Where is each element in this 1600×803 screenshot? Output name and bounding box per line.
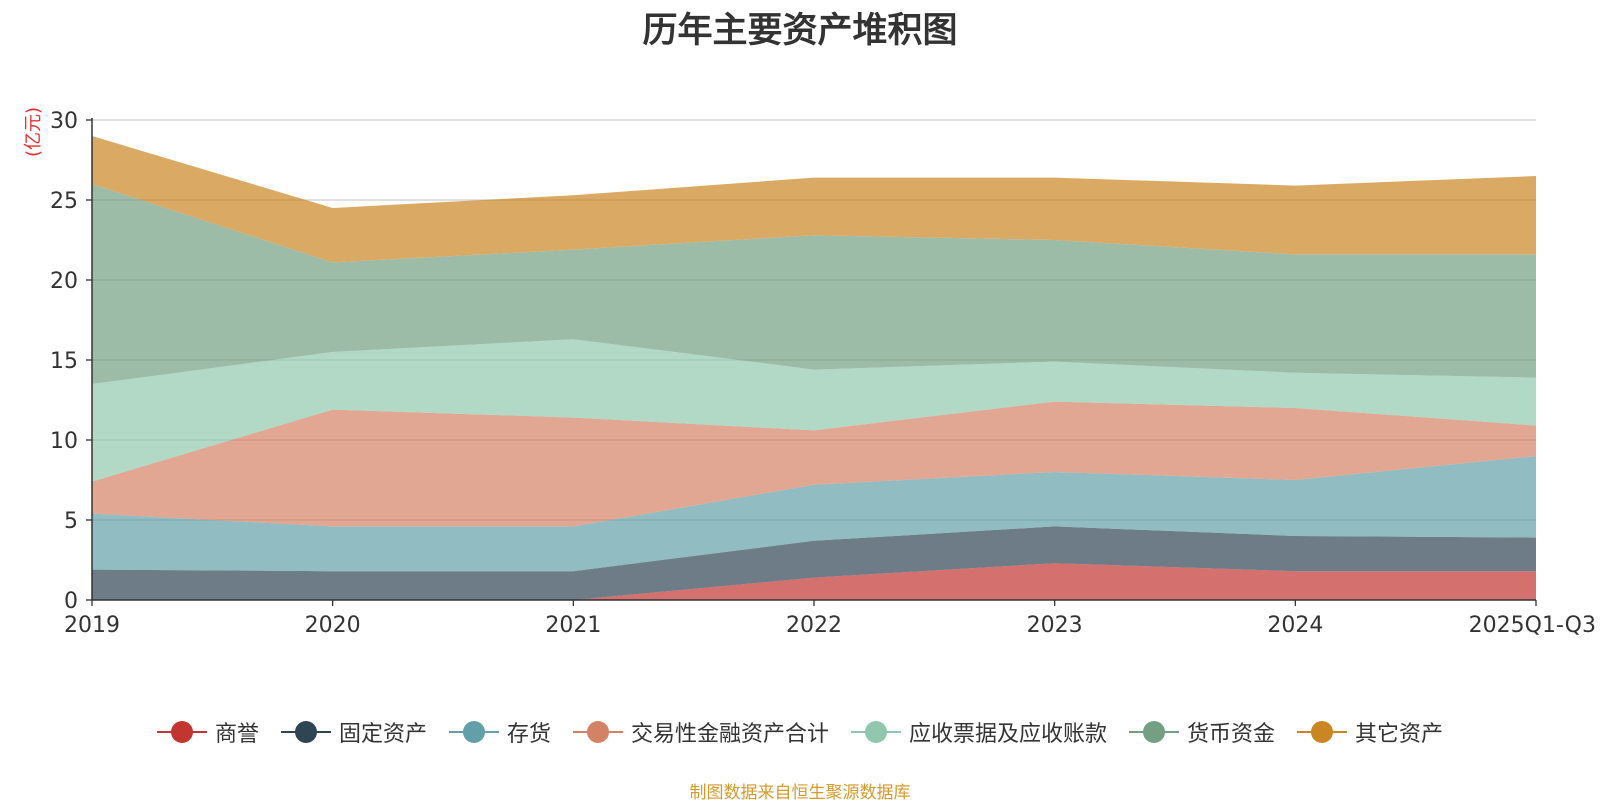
area-series-1 <box>92 526 1536 600</box>
legend-item-6[interactable]: 其它资产 <box>1297 716 1443 748</box>
legend-marker-icon <box>280 721 331 743</box>
legend-item-2[interactable]: 存货 <box>448 716 551 748</box>
legend-item-4[interactable]: 应收票据及应收账款 <box>851 716 1107 748</box>
legend-marker-icon <box>1129 721 1180 743</box>
legend-label: 商誉 <box>214 722 259 747</box>
x-tick-label-6: 2025Q1-Q3 <box>1469 613 1596 638</box>
y-tick-label-15: 15 <box>50 349 78 374</box>
area-series-4 <box>92 339 1536 482</box>
legend-label: 其它资产 <box>1355 722 1444 747</box>
y-tick-label-5: 5 <box>64 509 78 534</box>
y-tick-label-10: 10 <box>50 429 78 454</box>
area-series-3 <box>92 401 1536 527</box>
legend-label: 固定资产 <box>338 722 427 747</box>
legend-marker-icon <box>448 721 499 743</box>
legend-marker-icon <box>572 721 623 743</box>
x-tick-label-4: 2023 <box>1027 613 1083 638</box>
area-series-0 <box>92 563 1536 600</box>
x-tick-label-3: 2022 <box>786 613 842 638</box>
area-series-5 <box>92 184 1536 384</box>
y-tick-label-20: 20 <box>50 269 78 294</box>
x-tick-label-2: 2021 <box>545 613 601 638</box>
y-tick-label-0: 0 <box>64 589 78 614</box>
x-tick-label-0: 2019 <box>64 613 120 638</box>
legend-item-1[interactable]: 固定资产 <box>280 716 427 748</box>
legend-marker-icon <box>851 721 901 743</box>
legend-marker-icon <box>156 721 207 743</box>
legend-label: 应收票据及应收账款 <box>909 722 1108 747</box>
axis-layer: 0 5 10 15 20 25 30 2019 2020 2021 2022 2023 2024 2025… <box>50 109 1596 638</box>
y-tick-label-25: 25 <box>50 189 78 214</box>
x-tick-label-5: 2024 <box>1267 613 1323 638</box>
chart-title: 历年主要资产堆积图 <box>642 11 958 51</box>
source-note: 制图数据来自恒生聚源数据库 <box>689 783 911 803</box>
legend-item-3[interactable]: 交易性金融资产合计 <box>572 716 829 748</box>
area-layer <box>92 136 1536 600</box>
legend-label: 货币资金 <box>1187 722 1276 747</box>
legend: 商誉 固定资产 存货 交易性金融资产合计 应收票据及应收账款 货币资金 其它资产 <box>0 716 1600 748</box>
legend-marker-icon <box>1297 721 1348 743</box>
area-series-2 <box>92 456 1536 572</box>
legend-label: 存货 <box>506 722 551 747</box>
x-tick-label-1: 2020 <box>305 613 361 638</box>
legend-item-5[interactable]: 货币资金 <box>1129 716 1275 748</box>
legend-label: 交易性金融资产合计 <box>630 722 829 747</box>
area-series-6 <box>92 136 1536 263</box>
y-tick-label-30: 30 <box>50 109 78 134</box>
legend-item-0[interactable]: 商誉 <box>156 716 259 748</box>
